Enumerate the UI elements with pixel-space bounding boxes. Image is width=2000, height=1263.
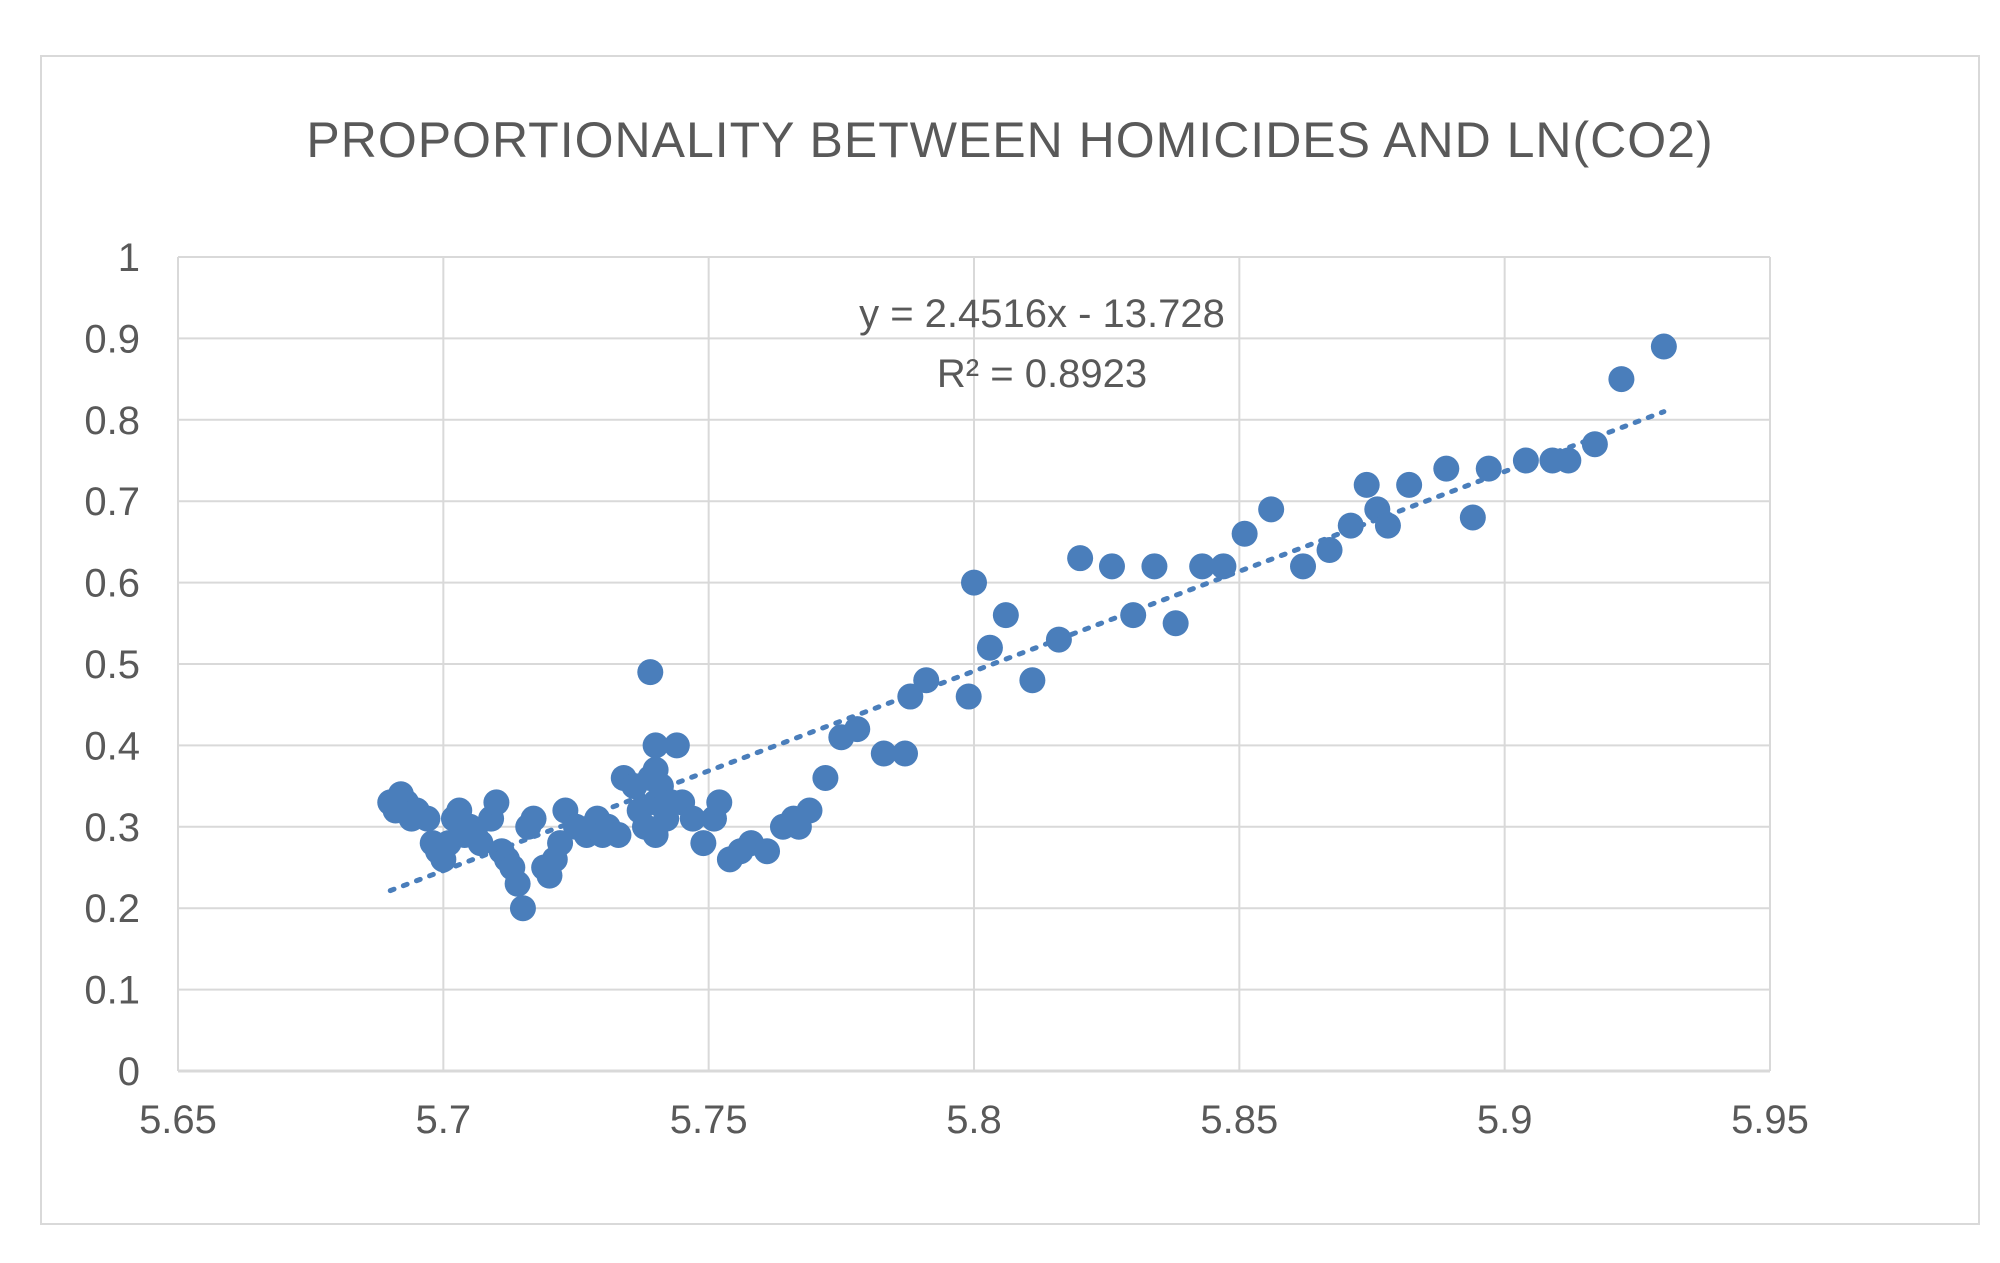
- data-point: [1475, 455, 1502, 482]
- data-point: [1231, 520, 1258, 547]
- data-point: [812, 764, 839, 791]
- x-tick-label: 5.9: [1477, 1098, 1533, 1142]
- data-point: [504, 870, 531, 897]
- y-tick-label: 0.4: [84, 724, 140, 768]
- data-point: [679, 805, 706, 832]
- y-tick-label: 0.7: [84, 480, 140, 524]
- trendline-r-squared: R² = 0.8923: [937, 352, 1147, 396]
- data-point: [605, 821, 632, 848]
- data-point: [870, 740, 897, 767]
- data-point: [1433, 455, 1460, 482]
- data-point: [844, 716, 871, 743]
- x-tick-label: 5.75: [670, 1098, 748, 1142]
- data-point: [483, 789, 510, 816]
- data-point: [1337, 512, 1364, 539]
- data-point: [520, 805, 547, 832]
- data-point: [547, 830, 574, 857]
- data-point: [1374, 512, 1401, 539]
- data-point: [897, 683, 924, 710]
- y-tick-labels: 0 0.1 0.2 0.3 0.4 0.5 0.6 0.7 0.8 0.9 1: [84, 236, 140, 1094]
- data-point: [509, 895, 536, 922]
- data-point: [754, 838, 781, 865]
- data-point: [1141, 553, 1168, 580]
- y-tick-label: 0.8: [84, 399, 140, 443]
- x-tick-label: 5.8: [946, 1098, 1002, 1142]
- data-point: [1098, 553, 1125, 580]
- data-point: [1045, 626, 1072, 653]
- data-point: [467, 830, 494, 857]
- y-tick-label: 0.9: [84, 317, 140, 361]
- data-point: [642, 732, 669, 759]
- data-point: [1650, 333, 1677, 360]
- data-point: [796, 797, 823, 824]
- data-point: [961, 569, 987, 596]
- data-point: [690, 830, 717, 857]
- data-point: [1581, 431, 1608, 458]
- y-tick-label: 0.1: [84, 969, 140, 1013]
- y-tick-label: 0.5: [84, 643, 140, 687]
- data-point: [1162, 610, 1189, 637]
- data-point: [955, 683, 982, 710]
- data-point: [992, 602, 1019, 629]
- data-point: [1210, 553, 1237, 580]
- x-tick-label: 5.7: [416, 1098, 472, 1142]
- chart-title: PROPORTIONALITY BETWEEN HOMICIDES AND LN…: [306, 112, 1713, 168]
- data-point: [1189, 553, 1216, 580]
- data-point: [892, 740, 919, 767]
- trendline-equation: y = 2.4516x - 13.728: [859, 292, 1225, 336]
- data-point: [1459, 504, 1486, 531]
- data-point: [1353, 471, 1380, 498]
- data-point: [1396, 471, 1423, 498]
- x-tick-label: 5.65: [139, 1098, 217, 1142]
- y-tick-label: 0.6: [84, 562, 140, 606]
- data-point: [913, 667, 940, 694]
- data-point: [1512, 447, 1539, 474]
- x-tick-label: 5.95: [1731, 1098, 1809, 1142]
- data-point: [1258, 496, 1285, 523]
- x-tick-labels: 5.65 5.7 5.75 5.8 5.85 5.9 5.95: [139, 1098, 1809, 1142]
- data-points: [377, 333, 1677, 922]
- data-point: [1316, 537, 1343, 564]
- y-tick-label: 0: [118, 1050, 140, 1094]
- data-point: [1608, 366, 1635, 393]
- y-tick-label: 1: [118, 236, 140, 280]
- data-point: [1067, 545, 1094, 572]
- chart-frame: PROPORTIONALITY BETWEEN HOMICIDES AND LN…: [40, 55, 1980, 1225]
- data-point: [1290, 553, 1317, 580]
- data-point: [706, 789, 733, 816]
- data-point: [976, 634, 1003, 661]
- y-tick-label: 0.2: [84, 887, 140, 931]
- x-tick-label: 5.85: [1200, 1098, 1278, 1142]
- data-point: [1120, 602, 1147, 629]
- data-point: [637, 659, 664, 686]
- data-point: [414, 805, 441, 832]
- data-point: [1555, 447, 1582, 474]
- data-point: [1019, 667, 1046, 694]
- scatter-chart: PROPORTIONALITY BETWEEN HOMICIDES AND LN…: [84, 112, 1809, 1142]
- data-point: [663, 732, 690, 759]
- y-tick-label: 0.3: [84, 806, 140, 850]
